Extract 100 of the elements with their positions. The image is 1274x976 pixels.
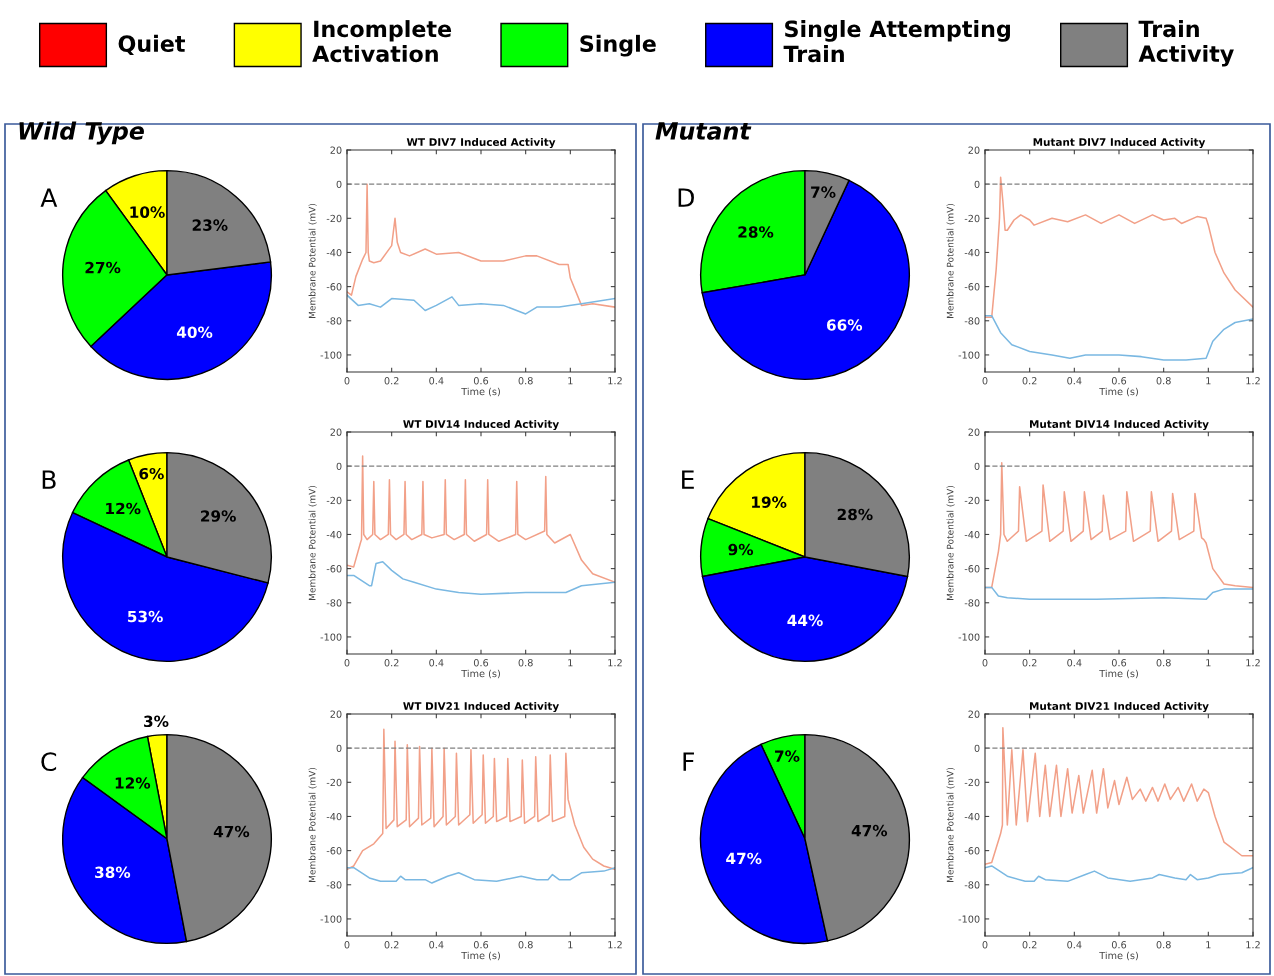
x-tick-label: 0.6: [473, 659, 489, 667]
x-tick-label: 1.2: [1246, 377, 1260, 385]
legend-label: Single Attempting Train: [783, 20, 1010, 63]
line-series: [347, 183, 615, 308]
line-series: [985, 865, 1253, 883]
y-tick-label: -100: [958, 633, 980, 641]
x-axis-title: Time (s): [1099, 669, 1138, 679]
data-label: 9%: [728, 543, 754, 556]
data-label: 66%: [826, 319, 863, 331]
data-label: 23%: [192, 219, 228, 231]
x-tick-label: 0.6: [1111, 377, 1127, 385]
x-tick-label: 0.2: [1022, 659, 1037, 667]
x-tick-label: 0.4: [1067, 377, 1082, 385]
y-tick-label: -80: [326, 317, 342, 325]
legend-label: Quiet: [118, 34, 185, 55]
y-axis-title: Membrane Potential (mV): [308, 485, 317, 600]
text: D: [678, 188, 694, 207]
line-series: [347, 455, 615, 584]
x-tick-label: 0.2: [1022, 377, 1037, 385]
data-label: 12%: [106, 502, 141, 515]
line-series: [985, 176, 1253, 319]
y-tick-label: -20: [964, 778, 980, 787]
data-label: 47%: [213, 825, 250, 838]
y-tick-label: -20: [964, 496, 980, 505]
line-series: [347, 561, 615, 595]
x-tick-label: 1: [568, 941, 573, 949]
x-tick-label: 1.2: [608, 941, 622, 949]
data-label: 3%: [144, 715, 169, 728]
x-tick-label: 1: [568, 377, 573, 385]
legend-label: Single: [580, 34, 656, 57]
text: E: [682, 470, 694, 489]
y-tick-label: -20: [326, 778, 342, 787]
text: C: [41, 752, 57, 772]
text: Wild Type: [19, 121, 144, 145]
y-tick-label: -40: [326, 530, 342, 539]
y-tick-label: 20: [330, 146, 342, 154]
x-tick-label: 0.6: [1111, 659, 1127, 667]
y-tick-label: -80: [326, 881, 342, 889]
x-tick-label: 0.2: [1022, 941, 1037, 949]
text: B: [42, 470, 56, 489]
y-tick-label: -100: [320, 351, 342, 359]
y-tick-label: -80: [964, 599, 980, 607]
x-tick-label: 1: [1206, 941, 1211, 949]
x-tick-label: 0: [982, 377, 988, 385]
x-tick-label: 1.2: [608, 659, 622, 667]
text: A: [40, 188, 58, 207]
x-tick-label: 0.8: [518, 377, 533, 385]
y-tick-label: -60: [964, 565, 980, 573]
x-tick-label: 0: [344, 377, 350, 385]
x-tick-label: 0: [344, 659, 350, 667]
x-tick-label: 0.2: [384, 941, 399, 949]
line-series: [985, 586, 1253, 601]
data-label: 7%: [775, 750, 800, 762]
x-tick-label: 0.8: [1156, 659, 1171, 667]
x-tick-label: 0.2: [384, 377, 399, 385]
y-tick-label: -60: [964, 283, 980, 291]
data-label: 47%: [726, 852, 762, 865]
x-tick-label: 0.8: [1156, 941, 1171, 949]
y-tick-label: -20: [326, 496, 342, 505]
y-tick-label: -20: [326, 214, 342, 223]
x-axis-title: Time (s): [461, 669, 500, 679]
x-tick-label: 1: [1206, 659, 1211, 667]
y-tick-label: 20: [968, 428, 980, 436]
y-tick-label: -60: [326, 847, 342, 855]
x-tick-label: 1.2: [608, 377, 622, 385]
chart-title: WT DIV21 Induced Activity: [403, 701, 559, 713]
data-label: 47%: [851, 824, 888, 837]
x-tick-label: 0.2: [384, 659, 399, 667]
x-tick-label: 0: [982, 941, 988, 949]
data-label: 53%: [127, 610, 163, 623]
y-tick-label: -80: [964, 881, 980, 889]
y-tick-label: -20: [964, 214, 980, 223]
data-label: 10%: [130, 206, 165, 218]
y-axis-title: Membrane Potential (mV): [308, 767, 317, 882]
y-tick-label: -40: [964, 812, 980, 821]
data-label: 27%: [85, 261, 121, 274]
y-tick-label: -100: [958, 351, 980, 359]
y-tick-label: 20: [968, 146, 980, 154]
data-label: 44%: [787, 614, 823, 627]
y-tick-label: -60: [326, 565, 342, 573]
x-tick-label: 1.2: [1246, 659, 1260, 667]
x-tick-label: 0.4: [429, 659, 444, 667]
y-tick-label: -100: [958, 915, 980, 923]
y-tick-label: 0: [974, 744, 980, 752]
chart-title: WT DIV14 Induced Activity: [403, 419, 559, 431]
x-tick-label: 0.8: [518, 659, 533, 667]
text: Mutant: [655, 122, 752, 140]
data-label: 6%: [139, 467, 164, 480]
y-tick-label: 0: [336, 180, 342, 188]
chart-title: Mutant DIV14 Induced Activity: [1030, 419, 1209, 431]
y-tick-label: -40: [964, 248, 980, 257]
data-label: 38%: [95, 866, 131, 879]
x-tick-label: 0.8: [518, 941, 533, 949]
y-tick-label: 0: [974, 462, 980, 470]
chart-title: WT DIV7 Induced Activity: [406, 137, 556, 149]
y-axis-title: Membrane Potential (mV): [946, 767, 955, 882]
x-tick-label: 0.6: [1111, 941, 1127, 949]
x-tick-label: 0.4: [429, 941, 444, 949]
x-tick-label: 0.4: [429, 377, 444, 385]
x-tick-label: 0.4: [1067, 941, 1082, 949]
